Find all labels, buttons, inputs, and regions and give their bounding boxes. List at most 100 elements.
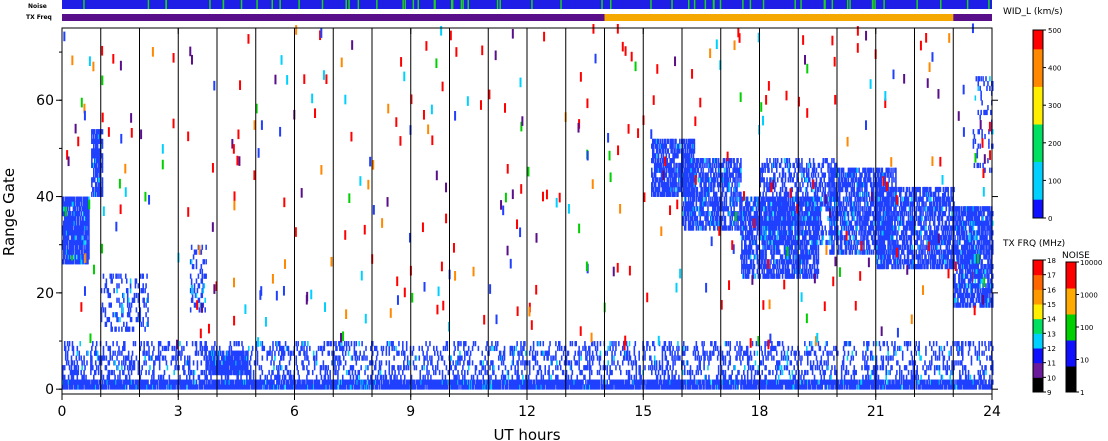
near-range-echo [205, 345, 207, 352]
ground-echo [587, 379, 589, 385]
near-range-echo [250, 350, 253, 356]
echo-cluster [197, 244, 200, 250]
noise-bar-label: Noise [28, 3, 47, 10]
near-range-echo [118, 345, 120, 352]
ground-echo [237, 379, 239, 385]
echo-cluster [64, 235, 67, 241]
echo-cluster [142, 283, 144, 289]
echo-cluster [657, 162, 660, 169]
ground-echo [392, 384, 394, 390]
ground-echo [311, 384, 314, 390]
echo-cluster [674, 153, 676, 159]
near-range-echo [100, 374, 103, 380]
near-range-echo [445, 341, 448, 347]
echo-cluster [100, 143, 103, 149]
ground-echo [957, 384, 959, 390]
near-range-echo [710, 350, 712, 356]
near-range-echo [905, 341, 908, 347]
near-range-echo [942, 365, 945, 371]
ground-echo [620, 384, 623, 390]
near-range-echo [434, 369, 437, 376]
ground-echo [366, 384, 368, 390]
echo-cluster [207, 365, 209, 371]
ground-echo [314, 384, 317, 390]
near-range-echo [82, 374, 84, 380]
near-range-echo [126, 355, 129, 361]
echo-cluster [678, 182, 680, 188]
near-range-echo [693, 374, 696, 380]
echo-cluster [81, 259, 83, 265]
ground-echo [951, 384, 953, 390]
near-range-echo [724, 355, 727, 361]
ground-echo [798, 379, 800, 385]
ground-echo [110, 384, 113, 390]
ground-echo [496, 379, 498, 385]
ground-echo [775, 384, 778, 390]
near-range-echo [266, 355, 268, 361]
near-range-echo [393, 365, 395, 371]
ground-echo [271, 384, 273, 390]
near-range-echo [284, 341, 287, 347]
ground-echo [441, 379, 444, 385]
near-range-echo [367, 365, 369, 371]
echo-cluster [147, 307, 149, 313]
near-range-echo [339, 345, 341, 352]
ground-echo [622, 384, 625, 390]
ground-echo [170, 379, 173, 385]
echo-cluster [686, 148, 689, 154]
echo-cluster [217, 365, 219, 371]
ground-echo [535, 379, 538, 385]
near-range-echo [528, 350, 531, 356]
echo-cluster [80, 235, 82, 241]
echo-cluster [92, 138, 94, 144]
near-range-echo [296, 365, 299, 371]
near-range-echo [279, 345, 282, 352]
near-range-echo [337, 374, 339, 380]
ground-echo [164, 384, 167, 390]
ground-echo [854, 379, 857, 385]
ground-echo [228, 379, 231, 385]
echo-cluster [662, 143, 665, 149]
near-range-echo [159, 374, 162, 380]
echo-cluster [225, 369, 228, 376]
near-range-echo [407, 365, 410, 371]
near-range-echo [108, 374, 111, 380]
near-range-echo [524, 360, 526, 366]
echo-cluster [100, 129, 103, 135]
ground-echo [787, 379, 790, 385]
ground-echo [802, 384, 804, 390]
near-range-echo [684, 345, 687, 352]
ground-echo [400, 379, 402, 385]
near-range-echo [590, 369, 593, 376]
near-range-echo [870, 350, 873, 356]
near-range-echo [355, 350, 358, 356]
near-range-echo [277, 374, 279, 380]
echo-cluster [241, 369, 243, 376]
near-range-echo [840, 374, 843, 380]
ground-echo [663, 379, 666, 385]
near-range-echo [956, 345, 958, 352]
ground-echo [988, 379, 990, 385]
near-range-echo [543, 355, 546, 361]
echo-cluster [95, 153, 98, 159]
near-range-echo [434, 350, 436, 356]
echo-cluster [662, 182, 665, 188]
near-range-echo [457, 360, 459, 366]
near-range-echo [901, 350, 904, 356]
near-range-echo [807, 350, 810, 356]
near-range-echo [281, 374, 284, 380]
near-range-echo [153, 345, 155, 352]
near-range-echo [626, 350, 629, 356]
near-range-echo [963, 365, 966, 371]
near-range-echo [938, 369, 941, 376]
echo-cluster [93, 143, 95, 149]
near-range-echo [938, 350, 941, 356]
near-range-echo [548, 350, 550, 356]
ground-echo [477, 379, 480, 385]
near-range-echo [644, 365, 646, 371]
echo-cluster [104, 307, 107, 313]
near-range-echo [655, 374, 658, 380]
ground-echo [530, 379, 533, 385]
ground-echo [392, 379, 394, 385]
